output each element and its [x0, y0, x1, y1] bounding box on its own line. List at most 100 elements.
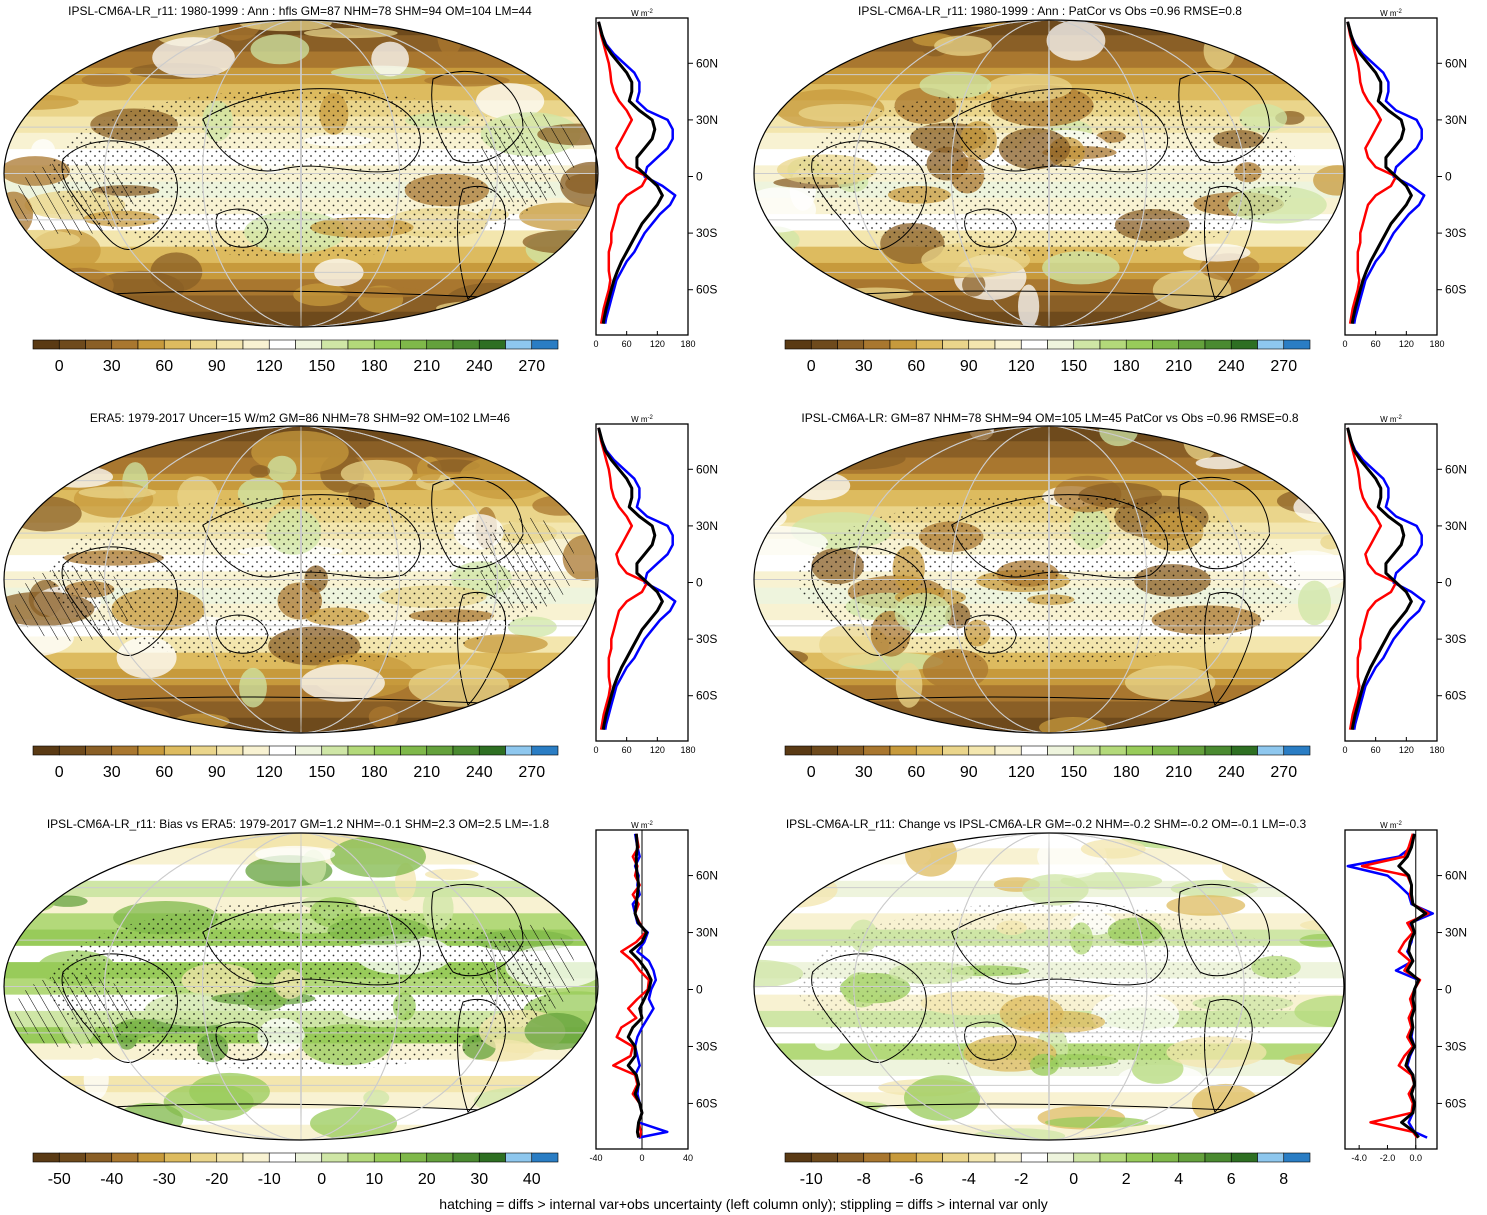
colorbar-swatch: [1047, 339, 1075, 350]
lat-label: 30N: [1445, 519, 1467, 533]
x-tick-label: 120: [650, 339, 665, 349]
colorbar-label: 4: [1174, 1171, 1183, 1188]
x-tick-label: 120: [1399, 339, 1414, 349]
colorbar-swatch: [268, 1152, 296, 1163]
colorbar-label: 60: [907, 358, 925, 375]
colorbar-swatch: [1020, 1152, 1048, 1163]
colorbar-swatch: [85, 339, 113, 350]
lat-label: 0: [696, 576, 703, 590]
colorbar-swatch: [837, 745, 865, 756]
colorbar: 0306090120150180210240270300: [32, 339, 559, 375]
profile-unit: W m-2: [1380, 9, 1402, 18]
colorbar-label: 270: [1270, 358, 1297, 375]
panel-title: IPSL-CM6A-LR_r11: Change vs IPSL-CM6A-LR…: [785, 817, 1307, 831]
colorbar-swatch: [810, 339, 838, 350]
x-tick-label: 0: [1342, 339, 1347, 349]
colorbar-label: 60: [155, 358, 173, 375]
colorbar-label: 180: [361, 764, 388, 781]
colorbar-swatch: [1230, 745, 1258, 756]
profile-line-ens: [626, 833, 653, 1138]
colorbar-swatch: [137, 745, 165, 756]
profile-unit-exp: -2: [1397, 9, 1403, 15]
colorbar-swatch: [1178, 339, 1206, 350]
colorbar-swatch: [1204, 1152, 1232, 1163]
colorbar-label: 0: [807, 764, 816, 781]
colorbar-swatch: [1230, 339, 1258, 350]
lat-label: 30N: [696, 113, 718, 127]
map-border: [753, 19, 1345, 328]
colorbar-swatch: [968, 745, 996, 756]
colorbar-swatch: [994, 745, 1022, 756]
colorbar-swatch: [1152, 745, 1180, 756]
profile-line-ens: [1346, 427, 1413, 730]
colorbar-swatch: [111, 339, 139, 350]
map: [753, 425, 1345, 734]
profile-line-ens: [1397, 833, 1428, 1139]
lat-label: 60S: [696, 283, 717, 297]
zonal-profile: W m-2 60N 30N 0 30S 60S 0 60 120 180: [1342, 415, 1467, 755]
colorbar-swatch: [400, 339, 428, 350]
lat-label: 30S: [696, 1039, 717, 1053]
colorbar-swatch: [58, 1152, 86, 1163]
colorbar-swatch: [452, 339, 480, 350]
lat-label: 60N: [696, 462, 718, 476]
lat-label: 30N: [1445, 113, 1467, 127]
zonal-profile: W m-2 60N 30N 0 30S 60S -40 0 40: [589, 821, 718, 1163]
lat-label: 0: [1445, 170, 1452, 184]
colorbar-swatch: [915, 1152, 943, 1163]
colorbar-label: -10: [800, 1171, 823, 1188]
colorbar-swatch: [968, 1152, 996, 1163]
colorbar-label: 150: [308, 764, 335, 781]
x-tick-label: 0: [639, 1153, 644, 1163]
colorbar: -10-8-6-4-20246810: [784, 1152, 1311, 1188]
colorbar-swatch: [137, 1152, 165, 1163]
lat-label: 30S: [1445, 226, 1466, 240]
colorbar-label: 90: [208, 764, 226, 781]
colorbar-swatch: [373, 1152, 401, 1163]
colorbar-label: 90: [960, 358, 978, 375]
colorbar-label: 270: [518, 764, 545, 781]
colorbar-label: 150: [1060, 358, 1087, 375]
colorbar-swatch: [400, 1152, 428, 1163]
profile-unit-exp: -2: [1397, 415, 1403, 421]
colorbar-swatch: [1073, 745, 1101, 756]
colorbar-swatch: [111, 1152, 139, 1163]
x-tick-label: 0: [593, 745, 598, 755]
colorbar-swatch: [784, 1152, 812, 1163]
colorbar-label: 30: [103, 764, 121, 781]
colorbar-swatch: [400, 745, 428, 756]
x-tick-label: 120: [650, 745, 665, 755]
colorbar-swatch: [1283, 1152, 1311, 1163]
colorbar-swatch: [889, 1152, 917, 1163]
colorbar-swatch: [85, 1152, 113, 1163]
colorbar-swatch: [347, 1152, 375, 1163]
colorbar-label: 20: [418, 1171, 436, 1188]
colorbar-swatch: [478, 745, 506, 756]
lat-label: 30N: [696, 926, 718, 940]
profile-unit: W m-2: [631, 821, 653, 830]
profile-line-model: [1360, 833, 1430, 1139]
x-tick-label: 180: [1429, 745, 1444, 755]
colorbar-label: -4: [962, 1171, 976, 1188]
map-border: [3, 832, 599, 1141]
colorbar-label: 120: [256, 764, 283, 781]
colorbar-label: 0: [317, 1171, 326, 1188]
colorbar-swatch: [505, 1152, 533, 1163]
lat-label: 60S: [1445, 1096, 1466, 1110]
colorbar-swatch: [968, 339, 996, 350]
colorbar-swatch: [1125, 1152, 1153, 1163]
colorbar-swatch: [347, 339, 375, 350]
colorbar-swatch: [452, 1152, 480, 1163]
colorbar-swatch: [190, 745, 218, 756]
colorbar-swatch: [1125, 339, 1153, 350]
map: [753, 832, 1345, 1141]
colorbar-label: 60: [155, 764, 173, 781]
colorbar-swatch: [1283, 745, 1311, 756]
colorbar-swatch: [321, 339, 349, 350]
colorbar-label: 0: [55, 764, 64, 781]
colorbar-swatch: [478, 1152, 506, 1163]
colorbar-label: 0: [55, 358, 64, 375]
colorbar-swatch: [863, 745, 891, 756]
x-tick-label: 60: [622, 745, 632, 755]
colorbar-label: 240: [466, 358, 493, 375]
